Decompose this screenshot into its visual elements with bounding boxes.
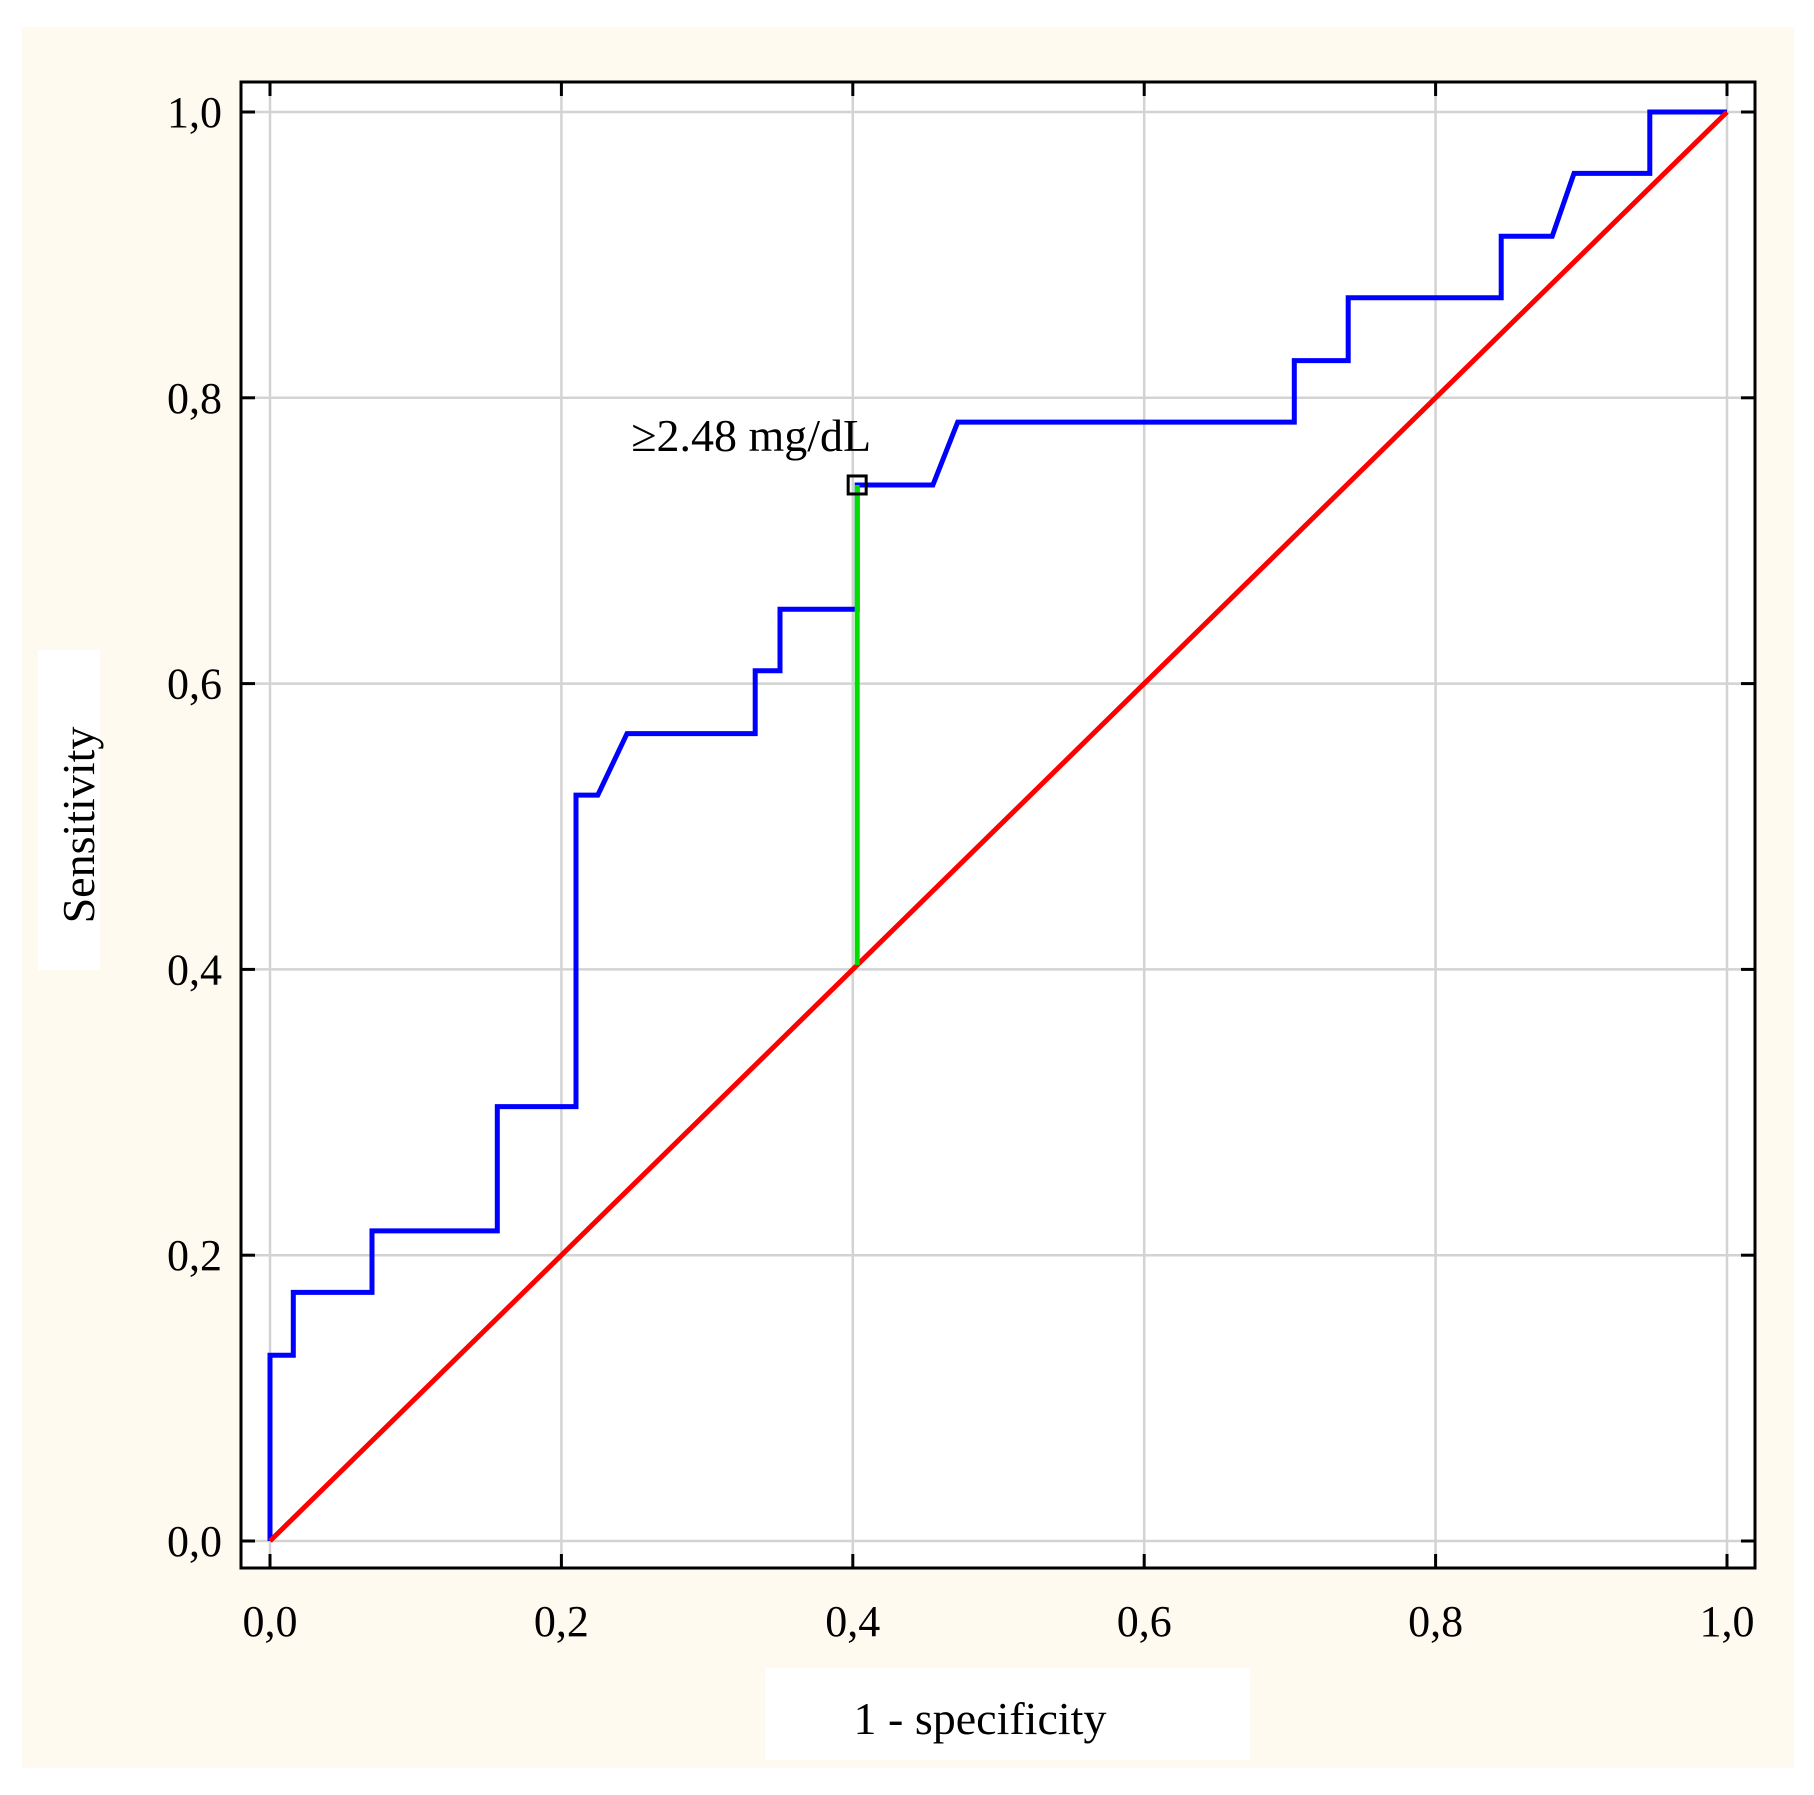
xlabel-background (765, 1668, 1250, 1760)
grid-lines (241, 82, 1755, 1568)
plot-frame (239, 80, 1757, 1570)
x-tick-label: 1,0 (1700, 1597, 1755, 1646)
y-tick-label: 0,0 (167, 1517, 222, 1566)
roc-curve (267, 109, 1727, 1541)
cutoff-point-marker (846, 474, 868, 496)
reference-diagonal (268, 110, 1729, 1543)
y-tick-label: 0,8 (167, 374, 222, 423)
x-tick-label: 0,8 (1408, 1597, 1463, 1646)
x-tick-label: 0,2 (534, 1597, 589, 1646)
ylabel-background (38, 650, 100, 970)
y-tick-label: 0,2 (167, 1231, 222, 1280)
y-tick-label: 0,6 (167, 660, 222, 709)
x-tick-labels: 0,0 0,2 0,4 0,6 0,8 1,0 (243, 1597, 1755, 1646)
series-layer: ≥2.48 mg/dL (267, 109, 1729, 1543)
x-tick-label: 0,6 (1117, 1597, 1172, 1646)
cutoff-annotation: ≥2.48 mg/dL (631, 410, 871, 461)
y-tick-label: 0,4 (167, 945, 222, 994)
y-tick-labels: 0,0 0,2 0,4 0,6 0,8 1,0 (167, 88, 222, 1566)
x-axis-label: 1 - specificity (854, 1693, 1107, 1744)
x-tick-label: 0,4 (825, 1597, 880, 1646)
y-axis-label: Sensitivity (53, 727, 104, 924)
y-tick-label: 1,0 (167, 88, 222, 137)
x-tick-label: 0,0 (243, 1597, 298, 1646)
axis-ticks (241, 82, 1755, 1568)
